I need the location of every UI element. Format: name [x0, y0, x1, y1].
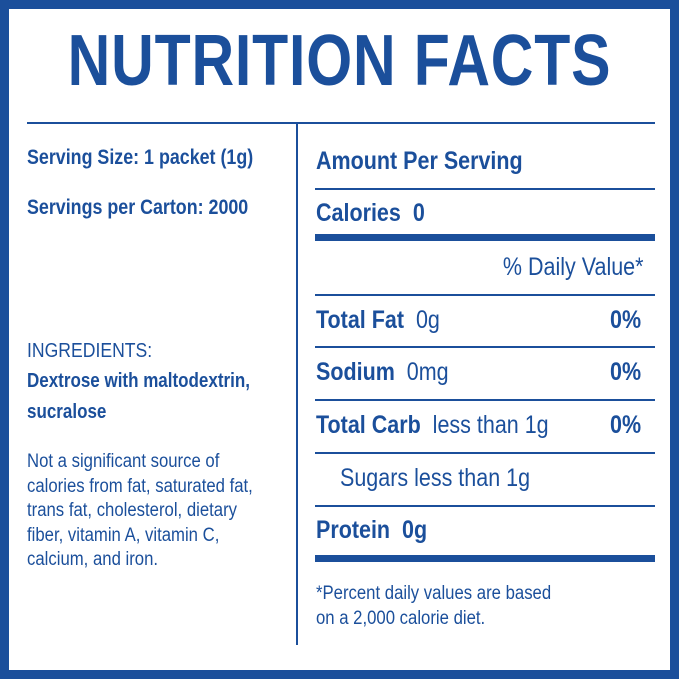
row-divider [315, 346, 655, 348]
calories-label: Calories [316, 199, 401, 227]
sodium-label: Sodium [316, 358, 395, 386]
calories-row: Calories 0 [316, 199, 425, 228]
row-divider [315, 505, 655, 507]
nutrition-note: Not a significant source of calories fro… [27, 450, 253, 573]
total-carb-label: Total Carb [316, 411, 421, 439]
thick-divider [315, 234, 655, 241]
ingredients-line-1: Dextrose with maltodextrin, [27, 370, 250, 392]
calories-value: 0 [412, 199, 425, 227]
total-carb-row: Total Carb less than 1g [316, 411, 549, 440]
row-divider [315, 294, 655, 296]
protein-value: 0g [402, 516, 428, 544]
note-line: Not a significant source of [27, 451, 220, 472]
total-fat-dv: 0% [609, 306, 641, 334]
daily-value-header: % Daily Value* [503, 253, 644, 281]
protein-label: Protein [316, 516, 391, 544]
note-line: calcium, and iron. [27, 549, 159, 570]
total-carb-amount: less than 1g [432, 411, 549, 439]
sodium-row: Sodium 0mg [316, 358, 449, 387]
title-divider [27, 122, 655, 124]
serving-size: Serving Size: 1 packet (1g) [27, 146, 254, 169]
servings-per-carton: Servings per Carton: 2000 [27, 196, 249, 219]
total-carb-dv: 0% [609, 411, 641, 439]
amount-per-serving: Amount Per Serving [316, 147, 523, 175]
footnote-line: on a 2,000 calorie diet. [316, 607, 486, 629]
note-line: fiber, vitamin A, vitamin C, [27, 524, 220, 546]
protein-row: Protein 0g [316, 516, 427, 545]
row-divider [315, 452, 655, 454]
ingredients-line-2: sucralose [27, 401, 107, 423]
row-divider [315, 188, 655, 190]
total-fat-amount: 0g [415, 306, 440, 334]
note-line: trans fat, cholesterol, dietary [27, 500, 238, 521]
note-line: calories from fat, saturated fat, [27, 475, 253, 497]
row-divider [315, 399, 655, 401]
ingredients-heading: INGREDIENTS: [27, 340, 153, 362]
thick-divider [315, 555, 655, 562]
sodium-dv: 0% [609, 358, 641, 386]
nutrition-facts-title: NUTRITION FACTS [67, 21, 612, 101]
footnote-line: *Percent daily values are based [316, 583, 552, 604]
column-divider [296, 124, 298, 645]
sugars-row: Sugars less than 1g [340, 464, 531, 492]
total-fat-row: Total Fat 0g [316, 306, 440, 335]
sodium-amount: 0mg [406, 358, 449, 386]
footnote: *Percent daily values are based on a 2,0… [316, 582, 551, 631]
total-fat-label: Total Fat [316, 306, 404, 334]
